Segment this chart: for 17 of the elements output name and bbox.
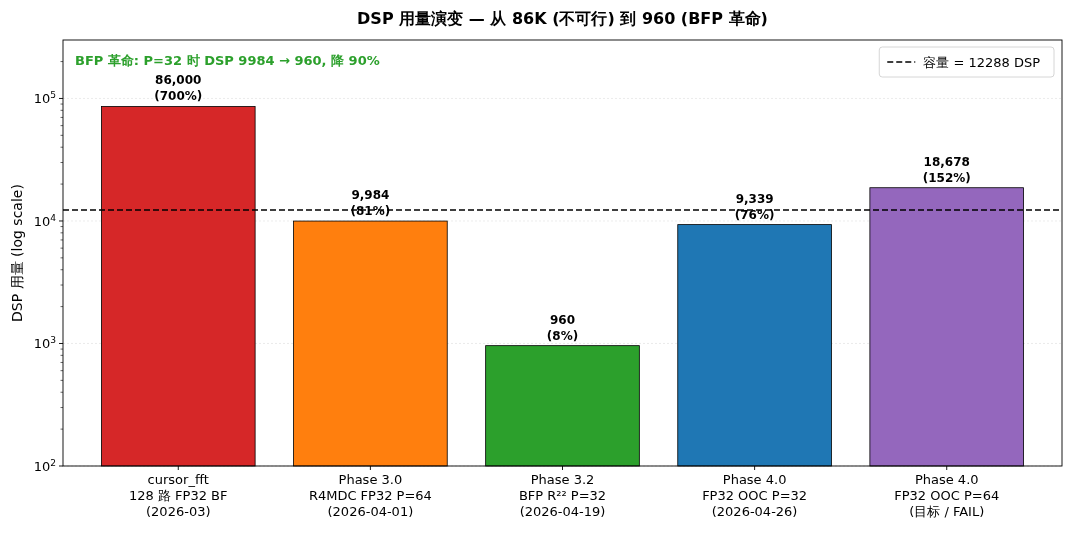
x-tick-label: Phase 4.0 FP32 OOC P=32 (2026-04-26) (702, 472, 808, 519)
x-tick-label: Phase 3.2 BFP R²² P=32 (2026-04-19) (518, 472, 607, 519)
y-tick-label: 10$^{2}$ (33, 458, 56, 474)
chart-title: DSP 用量演变 — 从 86K (不可行) 到 960 (BFP 革命) (357, 9, 768, 28)
x-tick-label: Phase 3.0 R4MDC FP32 P=64 (2026-04-01) (308, 472, 432, 519)
annotation: BFP 革命: P=32 时 DSP 9984 → 960, 降 90% (75, 53, 380, 68)
y-axis-title: DSP 用量 (log scale) (9, 184, 25, 322)
legend-label: 容量 = 12288 DSP (923, 55, 1041, 70)
x-tick-label: Phase 4.0 FP32 OOC P=64 (目标 / FAIL) (894, 472, 1000, 519)
x-tick-label: cursor_fft 128 路 FP32 BF (2026-03) (129, 472, 228, 519)
data-label: 18,678 (152%) (922, 154, 971, 185)
y-tick-label: 10$^{3}$ (33, 335, 57, 352)
data-label: 960 (8%) (546, 312, 579, 343)
y-tick-label: 10$^{4}$ (33, 212, 57, 229)
y-tick-label: 10$^{5}$ (33, 90, 56, 107)
data-label: 9,339 (76%) (734, 191, 775, 222)
data-label: 86,000 (700%) (154, 73, 203, 104)
